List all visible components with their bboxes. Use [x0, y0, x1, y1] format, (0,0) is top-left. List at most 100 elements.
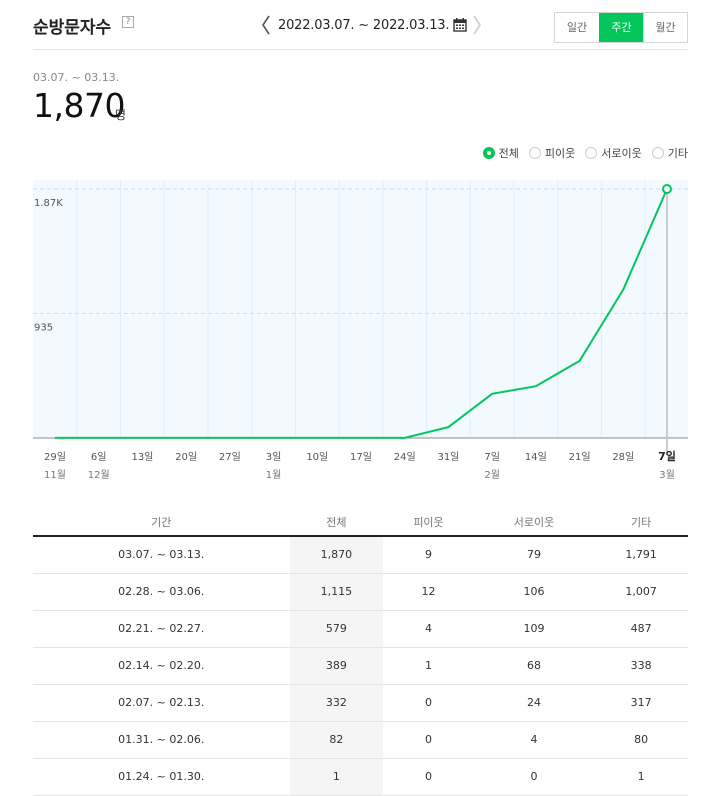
legend-label: 피이웃 [544, 147, 576, 160]
x-tick-label: 7일 [484, 451, 500, 463]
legend-item-all[interactable]: 전체 [482, 145, 519, 161]
chevron-right-icon [473, 15, 482, 35]
table-row: 01.24. ~ 01.30. 1 0 0 1 [33, 758, 688, 796]
page-header: 순방문자수 ? 2022.03.07. ~ 2022.03.13. 일간 주간 … [33, 0, 688, 50]
cell-total: 1 [289, 758, 384, 796]
cell-neighbor: 1 [383, 647, 474, 685]
legend-label: 서로이웃 [601, 147, 642, 160]
cell-mutual: 68 [473, 647, 595, 685]
y-tick-label: 935 [34, 323, 53, 334]
cell-other: 1 [594, 758, 688, 796]
chevron-left-icon [262, 15, 270, 35]
cell-neighbor: 12 [383, 573, 474, 611]
legend-item-mutual-neighbor[interactable]: 서로이웃 [585, 145, 642, 161]
column-header-mutual: 서로이웃 [473, 508, 595, 537]
x-tick-label: 28일 [612, 451, 634, 463]
column-header-total: 전체 [289, 508, 384, 537]
page-title: 순방문자수 [33, 18, 112, 38]
cell-mutual: 24 [473, 684, 595, 722]
x-tick-label: 3일 [266, 451, 282, 463]
x-tick-label: 20일 [175, 451, 197, 463]
cell-total: 1,115 [289, 573, 384, 611]
summary-date: 03.07. ~ 03.13. [33, 71, 120, 84]
help-icon[interactable]: ? [122, 16, 134, 28]
cell-mutual: 106 [473, 573, 595, 611]
series-legend: 전체 피이웃 서로이웃 기타 [482, 145, 688, 161]
date-navigator: 2022.03.07. ~ 2022.03.13. [258, 12, 485, 38]
x-month-label: 2월 [484, 469, 500, 481]
cell-total: 579 [289, 610, 384, 648]
summary-value: 1,870 [33, 86, 125, 125]
visitors-line-chart: 1.87K 935 29일 11월 6일 12월 13일 20일 27일 3일 1월 10일 17일 24… [33, 180, 688, 481]
tab-daily[interactable]: 일간 [555, 13, 599, 42]
period-tabs: 일간 주간 월간 [554, 12, 688, 43]
table-row: 01.31. ~ 02.06. 82 0 4 80 [33, 721, 688, 759]
cell-other: 1,791 [594, 536, 688, 574]
x-month-label: 12월 [88, 469, 110, 481]
cell-other: 80 [594, 721, 688, 759]
chart-plot-area [33, 180, 688, 438]
cell-mutual: 109 [473, 610, 595, 648]
cell-period: 02.14. ~ 02.20. [33, 647, 290, 685]
radio-icon [585, 147, 598, 159]
legend-label: 전체 [498, 147, 519, 160]
radio-icon [651, 147, 664, 159]
legend-item-neighbor[interactable]: 피이웃 [528, 145, 576, 161]
cell-period: 03.07. ~ 03.13. [33, 536, 290, 574]
cell-period: 01.31. ~ 02.06. [33, 721, 290, 759]
table-row: 03.07. ~ 03.13. 1,870 9 79 1,791 [33, 536, 688, 574]
summary-unit: 명 [115, 108, 127, 122]
cell-total: 82 [289, 721, 384, 759]
x-tick-label: 17일 [350, 451, 372, 463]
x-month-label: 1월 [266, 469, 282, 481]
y-tick-label: 1.87K [34, 198, 63, 209]
column-header-period: 기간 [33, 508, 290, 537]
table-body: 03.07. ~ 03.13. 1,870 9 79 1,791 02.28. ~ 03.… [33, 536, 688, 796]
tab-monthly[interactable]: 월간 [643, 13, 687, 42]
date-range-label: 2022.03.07. ~ 2022.03.13. [278, 17, 450, 33]
x-tick-label: 31일 [437, 451, 459, 463]
legend-item-other[interactable]: 기타 [651, 145, 688, 161]
chart-series-line [55, 188, 668, 439]
next-period-button[interactable] [469, 13, 485, 37]
column-header-other: 기타 [594, 508, 688, 537]
cell-neighbor: 0 [383, 721, 474, 759]
x-tick-label: 14일 [525, 451, 547, 463]
prev-period-button[interactable] [258, 13, 274, 37]
cell-period: 01.24. ~ 01.30. [33, 758, 290, 796]
cell-period: 02.21. ~ 02.27. [33, 610, 290, 648]
cell-total: 332 [289, 684, 384, 722]
cell-other: 338 [594, 647, 688, 685]
cell-period: 02.07. ~ 02.13. [33, 684, 290, 722]
cell-neighbor: 9 [383, 536, 474, 574]
chart-highlight-point [662, 184, 672, 194]
x-tick-label: 21일 [569, 451, 591, 463]
cell-neighbor: 0 [383, 684, 474, 722]
calendar-icon[interactable] [453, 18, 467, 32]
table-row: 02.21. ~ 02.27. 579 4 109 487 [33, 610, 688, 648]
x-tick-label: 6일 [91, 451, 107, 463]
column-header-neighbor: 피이웃 [383, 508, 474, 537]
table-row: 02.07. ~ 02.13. 332 0 24 317 [33, 684, 688, 722]
cell-total: 1,870 [289, 536, 384, 574]
table-row: 02.28. ~ 03.06. 1,115 12 106 1,007 [33, 573, 688, 611]
cell-other: 317 [594, 684, 688, 722]
table-row: 02.14. ~ 02.20. 389 1 68 338 [33, 647, 688, 685]
visitors-table: 기간 전체 피이웃 서로이웃 기타 03.07. ~ 03.13. 1,870 9 7… [33, 508, 688, 796]
legend-label: 기타 [667, 147, 688, 160]
cell-neighbor: 0 [383, 758, 474, 796]
cell-mutual: 0 [473, 758, 595, 796]
table-header-row: 기간 전체 피이웃 서로이웃 기타 [33, 508, 688, 537]
cell-neighbor: 4 [383, 610, 474, 648]
x-tick-label: 7일 [658, 449, 676, 463]
x-month-label: 11월 [44, 469, 66, 481]
cell-total: 389 [289, 647, 384, 685]
cell-mutual: 4 [473, 721, 595, 759]
radio-icon [528, 147, 541, 159]
x-tick-label: 24일 [394, 451, 416, 463]
cell-other: 487 [594, 610, 688, 648]
x-tick-label: 10일 [306, 451, 328, 463]
tab-weekly[interactable]: 주간 [599, 13, 643, 42]
x-month-label: 3월 [659, 469, 675, 481]
x-tick-label: 29일 [44, 451, 66, 463]
